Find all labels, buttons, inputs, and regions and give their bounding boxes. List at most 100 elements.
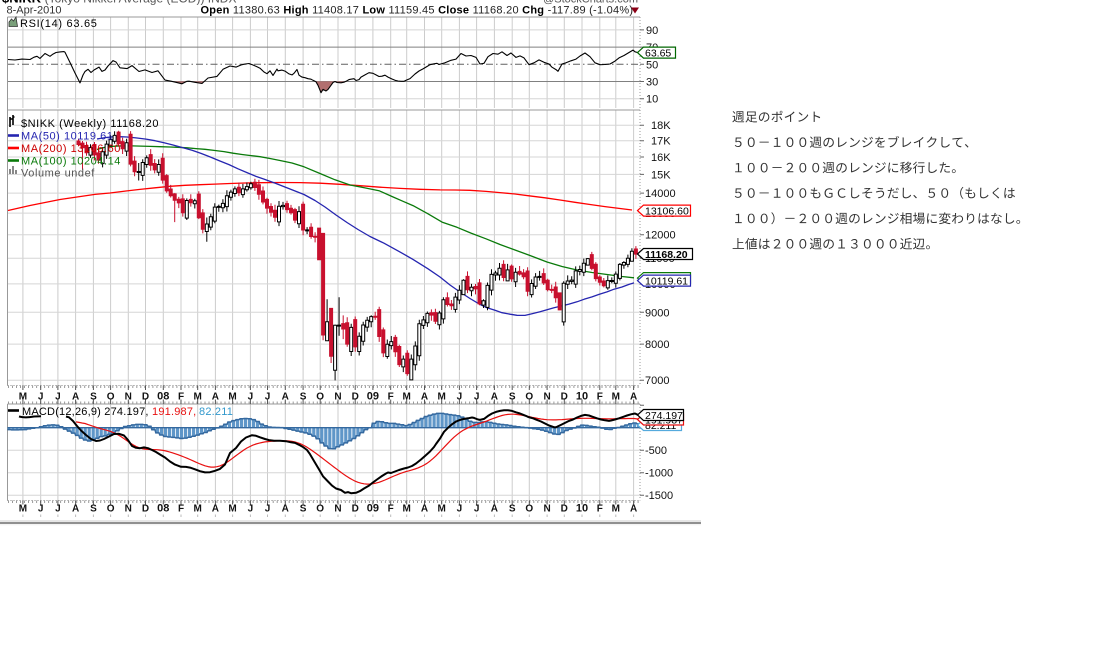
svg-text:M: M (228, 504, 236, 515)
svg-text:D: D (352, 504, 359, 515)
svg-text:S: S (300, 504, 307, 515)
svg-text:S: S (300, 392, 307, 403)
svg-text:M: M (403, 392, 411, 403)
svg-text:S: S (509, 504, 516, 515)
svg-text:13106.60: 13106.60 (645, 205, 689, 217)
svg-text:M: M (612, 392, 620, 403)
svg-text:D: D (352, 392, 359, 403)
svg-text:J: J (474, 504, 480, 515)
svg-text:F: F (388, 392, 394, 403)
svg-text:A: A (491, 392, 498, 403)
svg-text:M: M (438, 504, 446, 515)
svg-text:A: A (421, 392, 428, 403)
svg-text:N: N (125, 392, 132, 403)
svg-text:M: M (19, 392, 27, 403)
svg-text:F: F (178, 504, 184, 515)
svg-text:8000: 8000 (645, 339, 669, 351)
svg-text:M: M (194, 504, 202, 515)
svg-text:MA(50) 10119.61: MA(50) 10119.61 (21, 131, 113, 143)
svg-text:50: 50 (646, 59, 658, 71)
svg-text:Open 11380.63 High 11408.17 Lo: Open 11380.63 High 11408.17 Low 11159.45… (201, 5, 634, 17)
svg-text:09: 09 (367, 503, 379, 515)
svg-text:82.211: 82.211 (199, 406, 233, 418)
svg-text:J: J (248, 392, 254, 403)
svg-text:7000: 7000 (645, 375, 669, 387)
svg-text:S: S (90, 504, 97, 515)
svg-text:M: M (403, 504, 411, 515)
svg-text:J: J (55, 392, 61, 403)
svg-text:12000: 12000 (645, 230, 676, 242)
svg-text:S: S (90, 392, 97, 403)
svg-text:O: O (316, 392, 324, 403)
svg-text:17K: 17K (651, 136, 671, 148)
svg-text:09: 09 (367, 391, 379, 403)
svg-text:30: 30 (646, 77, 658, 89)
svg-text:A: A (421, 504, 428, 515)
svg-text:MACD(12,26,9) 274.197,: MACD(12,26,9) 274.197, (22, 406, 149, 418)
svg-text:O: O (525, 504, 533, 515)
svg-text:S: S (509, 392, 516, 403)
svg-text:-500: -500 (645, 445, 667, 457)
svg-text:F: F (597, 504, 603, 515)
svg-text:M: M (228, 392, 236, 403)
svg-text:O: O (316, 504, 324, 515)
svg-text:@StockCharts.com: @StockCharts.com (543, 0, 638, 6)
svg-text:MA(100) 10204.14: MA(100) 10204.14 (21, 156, 121, 168)
svg-text:N: N (543, 504, 550, 515)
svg-text:-1000: -1000 (645, 468, 673, 480)
svg-text:63.65: 63.65 (645, 47, 671, 59)
svg-text:A: A (72, 392, 79, 403)
svg-text:J: J (457, 392, 463, 403)
svg-text:D: D (561, 392, 568, 403)
svg-text:J: J (38, 392, 44, 403)
svg-text:A: A (630, 504, 637, 515)
svg-text:N: N (125, 504, 132, 515)
svg-text:A: A (282, 392, 289, 403)
svg-text:08: 08 (157, 391, 169, 403)
svg-text:F: F (597, 392, 603, 403)
svg-text:J: J (265, 392, 271, 403)
svg-text:J: J (55, 504, 61, 515)
svg-text:90: 90 (646, 25, 658, 37)
svg-text:191.987,: 191.987, (152, 406, 196, 418)
svg-text:08: 08 (157, 503, 169, 515)
svg-text:A: A (491, 504, 498, 515)
svg-text:J: J (265, 504, 271, 515)
svg-text:J: J (38, 504, 44, 515)
svg-text:10: 10 (646, 94, 658, 106)
svg-text:N: N (543, 392, 550, 403)
svg-text:10: 10 (576, 503, 588, 515)
svg-text:18K: 18K (651, 120, 671, 132)
svg-text:10: 10 (576, 391, 588, 403)
svg-text:$NIKK (Weekly) 11168.20: $NIKK (Weekly) 11168.20 (21, 118, 159, 130)
svg-text:$NIKK (Tokyo Nikkei Average (E: $NIKK (Tokyo Nikkei Average (EOD)) INDX (2, 0, 236, 6)
svg-text:10119.61: 10119.61 (645, 275, 688, 287)
svg-text:J: J (457, 504, 463, 515)
svg-text:A: A (72, 504, 79, 515)
svg-text:O: O (107, 392, 115, 403)
svg-text:D: D (142, 392, 149, 403)
svg-text:RSI(14) 63.65: RSI(14) 63.65 (20, 18, 98, 30)
svg-text:N: N (334, 392, 341, 403)
svg-text:F: F (178, 392, 184, 403)
svg-text:274.197: 274.197 (645, 410, 683, 422)
svg-text:Volume undef: Volume undef (21, 168, 95, 180)
svg-text:11168.20: 11168.20 (645, 249, 688, 261)
svg-text:16K: 16K (651, 152, 671, 164)
svg-text:O: O (107, 504, 115, 515)
svg-text:8-Apr-2010: 8-Apr-2010 (7, 5, 62, 17)
svg-text:M: M (612, 504, 620, 515)
svg-text:14000: 14000 (645, 188, 676, 200)
svg-text:MA(200) 13106.60: MA(200) 13106.60 (21, 143, 121, 155)
svg-text:A: A (212, 392, 219, 403)
svg-text:M: M (194, 392, 202, 403)
svg-text:O: O (525, 392, 533, 403)
svg-text:-1500: -1500 (645, 490, 673, 502)
svg-text:M: M (438, 392, 446, 403)
svg-text:15K: 15K (651, 169, 671, 181)
svg-text:9000: 9000 (645, 307, 669, 319)
svg-text:J: J (474, 392, 480, 403)
svg-text:J: J (248, 504, 254, 515)
svg-text:A: A (212, 504, 219, 515)
svg-text:M: M (19, 504, 27, 515)
